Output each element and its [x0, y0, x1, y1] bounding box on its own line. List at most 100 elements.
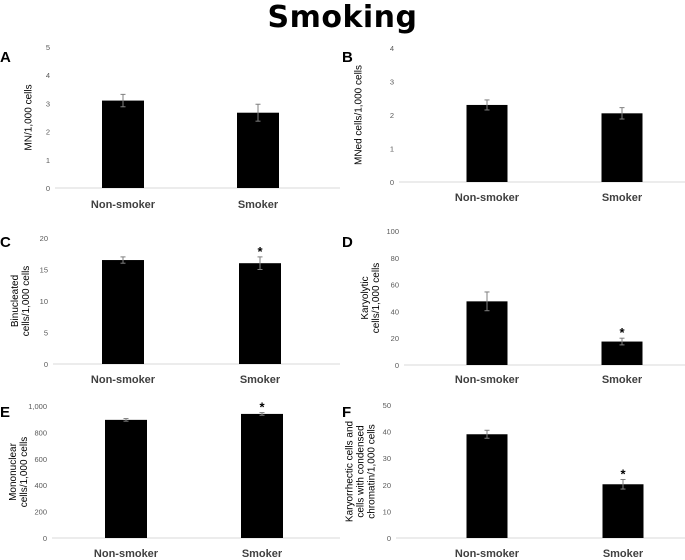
panel-f-ytick-label: 30 [383, 454, 391, 463]
panel-b-ytick-label: 4 [390, 44, 394, 53]
panel-c-category-label: Smoker [240, 374, 281, 386]
panel-c-error-bar-non-smoker [120, 256, 126, 264]
panel-f-error-bar-non-smoker [484, 429, 490, 439]
panel-b-error-bar-smoker [619, 107, 625, 120]
panel-f-category-label: Smoker [603, 548, 644, 560]
panel-b-error-bar-non-smoker [484, 99, 490, 111]
panel-a-label: A [0, 49, 11, 66]
panel-f-bar-smoker [602, 484, 644, 538]
panel-e-ytick-label: 600 [34, 455, 47, 464]
y-axis-label-line: cells/1,000 cells [19, 437, 30, 508]
panel-d-y-axis-label: Karyolyticcells/1,000 cells [360, 263, 382, 334]
panel-e-category-label: Smoker [242, 548, 283, 560]
panel-d-error-bar-smoker [619, 337, 625, 346]
panel-f-ytick-label: 50 [383, 401, 391, 410]
panel-c-y-axis-label: Binucleatedcells/1,000 cells [10, 266, 32, 337]
panel-e-category-label: Non-smoker [94, 548, 159, 560]
panel-f-category-label: Non-smoker [455, 548, 520, 560]
y-axis-label-line: MNed cells/1,000 cells [354, 65, 365, 165]
panel-f-chart: F 0 10 20 30 40 50 Non-smoker Smoker * Karyorrhect… [342, 401, 685, 560]
panel-c-significance-star: * [257, 244, 263, 259]
panel-f-ytick-label: 10 [383, 507, 391, 516]
panel-a-ytick-label: 5 [46, 43, 50, 52]
panel-c-ytick-label: 10 [40, 297, 48, 306]
figure-title: Smoking [267, 0, 418, 35]
panel-b-bar-non-smoker [466, 104, 508, 182]
panel-f-label: F [342, 404, 351, 421]
panel-b-category-label: Non-smoker [455, 192, 520, 204]
panel-f-ytick-label: 0 [387, 534, 391, 543]
panel-e-ytick-label: 800 [34, 428, 47, 437]
y-axis-label-line: cells/1,000 cells [21, 266, 32, 337]
panel-d-significance-star: * [619, 325, 625, 340]
y-axis-label-line: Binucleated [10, 275, 21, 327]
panel-e-bar-non-smoker [105, 419, 147, 538]
panel-b-category-label: Smoker [602, 192, 643, 204]
panel-c-bar-smoker [239, 263, 281, 364]
panel-b-ytick-label: 2 [390, 111, 394, 120]
panel-b-chart: B 0 1 2 3 4 Non-smoker Smoker MNed cells/1,000 c… [342, 44, 685, 204]
panel-d-ytick-label: 20 [391, 334, 399, 343]
panel-d-ytick-label: 40 [391, 307, 399, 316]
y-axis-label-line: cells/1,000 cells [371, 263, 382, 334]
panel-e-significance-star: * [259, 400, 265, 415]
panel-c-ytick-label: 20 [40, 234, 48, 243]
panel-b-label: B [342, 49, 353, 66]
panel-b-bar-smoker [601, 113, 643, 182]
panel-a-error-bar-non-smoker [120, 93, 126, 108]
panel-d-ytick-label: 80 [391, 254, 399, 263]
panel-c-ytick-label: 0 [44, 360, 48, 369]
panel-d-ytick-label: 0 [395, 361, 399, 370]
y-axis-label-line: Karyorrhectic cells and [345, 421, 356, 522]
panel-c-label: C [0, 234, 11, 251]
panel-e-ytick-label: 200 [34, 508, 47, 517]
panel-d-bar-smoker [601, 341, 643, 365]
panel-c-ytick-label: 5 [44, 329, 48, 338]
panel-e-y-axis-label: Mononuclearcells/1,000 cells [8, 437, 30, 508]
panel-b-ytick-label: 1 [390, 145, 394, 154]
panel-a-category-label: Smoker [238, 199, 279, 211]
panel-b-ytick-label: 3 [390, 78, 394, 87]
panel-a-chart: A 0 1 2 3 4 5 Non-smoker Smoker MN/1,000 cells [0, 43, 340, 211]
panel-f-bar-non-smoker [466, 434, 508, 538]
panel-c-ytick-label: 15 [40, 266, 48, 275]
panel-f-significance-star: * [620, 466, 626, 481]
panel-a-ytick-label: 0 [46, 184, 50, 193]
panel-c-chart: C 0 5 10 15 20 Non-smoker Smoker * Binucleatedcel… [0, 234, 340, 386]
y-axis-label-line: chromatin/1,000 cells [367, 424, 378, 519]
y-axis-label-line: cells with condensed [356, 425, 367, 517]
panel-e-ytick-label: 0 [43, 534, 47, 543]
panel-a-ytick-label: 4 [46, 71, 50, 80]
panel-c-error-bar-smoker [257, 256, 263, 270]
panel-f-error-bar-smoker [620, 478, 626, 490]
panel-e-error-bar-non-smoker [123, 418, 129, 422]
panel-a-ytick-label: 3 [46, 99, 50, 108]
panel-b-ytick-label: 0 [390, 178, 394, 187]
panel-c-bar-non-smoker [102, 260, 144, 364]
panel-d-category-label: Non-smoker [455, 374, 520, 386]
panel-f-ytick-label: 40 [383, 428, 391, 437]
panel-a-bar-non-smoker [102, 100, 144, 188]
panel-e-ytick-label: 400 [34, 481, 47, 490]
panel-c-category-label: Non-smoker [91, 374, 156, 386]
panel-a-bar-smoker [237, 112, 279, 188]
panel-d-ytick-label: 100 [386, 227, 399, 236]
panel-d-chart: D 0 20 40 60 80 100 Non-smoker Smoker * Karyolytic… [342, 227, 685, 386]
panel-e-chart: E 0 200 400 600 800 1,000 Non-smoker Smoker * Mono… [0, 400, 340, 560]
panel-a-error-bar-smoker [255, 103, 261, 122]
panel-b-y-axis-label: MNed cells/1,000 cells [354, 65, 365, 165]
panel-a-category-label: Non-smoker [91, 199, 156, 211]
panel-a-y-axis-label: MN/1,000 cells [24, 84, 35, 150]
panel-d-ytick-label: 60 [391, 281, 399, 290]
panel-f-ytick-label: 20 [383, 481, 391, 490]
panel-d-label: D [342, 234, 353, 251]
panel-d-category-label: Smoker [602, 374, 643, 386]
y-axis-label-line: Mononuclear [8, 442, 19, 500]
panel-e-bar-smoker [241, 413, 283, 538]
panel-a-ytick-label: 2 [46, 128, 50, 137]
panel-e-ytick-label: 1,000 [28, 402, 47, 411]
panel-f-y-axis-label: Karyorrhectic cells andcells with conden… [345, 421, 378, 522]
panel-d-error-bar-non-smoker [484, 291, 490, 312]
panel-e-label: E [0, 404, 10, 421]
panel-a-ytick-label: 1 [46, 156, 50, 165]
